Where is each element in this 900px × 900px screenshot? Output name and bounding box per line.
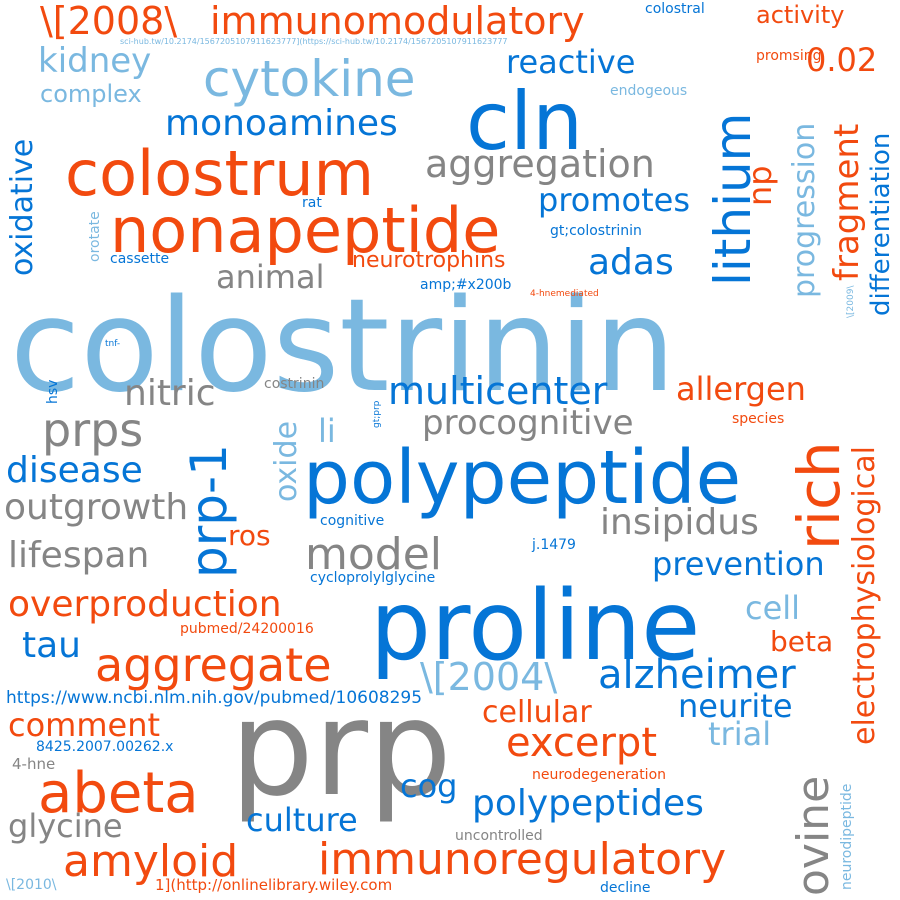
cloud-word: insipidus xyxy=(600,502,759,543)
cloud-word: j.1479 xyxy=(532,537,576,553)
cloud-word: allergen xyxy=(676,370,806,408)
cloud-word: activity xyxy=(756,1,845,29)
cloud-word: costrinin xyxy=(264,376,325,392)
cloud-word: https://www.ncbi.nlm.nih.gov/pubmed/1060… xyxy=(6,688,423,708)
cloud-word: nonapeptide xyxy=(110,194,501,267)
cloud-word: reactive xyxy=(506,43,636,81)
cloud-word: neurotrophins xyxy=(352,248,506,273)
cloud-word: gt;colostrinin xyxy=(550,223,642,239)
cloud-word: sci-hub.tw/10.2174/1567205107911623777](… xyxy=(120,37,508,46)
cloud-word: ros xyxy=(228,519,271,552)
cloud-word: model xyxy=(305,529,443,580)
cloud-word: trial xyxy=(708,715,772,753)
cloud-word: aggregation xyxy=(425,142,655,186)
cloud-word: gt;prp xyxy=(372,400,382,428)
cloud-word: promsing xyxy=(756,48,822,64)
cloud-word: endogeous xyxy=(610,83,688,99)
cloud-word: complex xyxy=(40,80,142,108)
cloud-word: neurodegeneration xyxy=(532,767,667,783)
cloud-word: colostrinin xyxy=(10,272,676,421)
cloud-word: animal xyxy=(216,258,325,296)
cloud-word: prp xyxy=(230,672,452,826)
cloud-word: orotate xyxy=(87,211,103,262)
cloud-word: proline xyxy=(370,570,701,682)
cloud-word: immunomodulatory xyxy=(210,0,585,43)
cloud-word: electrophysiological xyxy=(847,446,882,745)
cloud-word: decline xyxy=(600,880,651,896)
cloud-word: cytokine xyxy=(203,50,416,108)
cloud-word: ovine xyxy=(788,775,839,896)
cloud-word: rat xyxy=(302,195,322,211)
cloud-word: li xyxy=(318,412,336,450)
cloud-word: outgrowth xyxy=(4,487,189,528)
cloud-word: cog xyxy=(400,767,458,805)
cloud-word: lifespan xyxy=(8,535,150,576)
cloud-word: \[2010\ xyxy=(6,877,57,893)
cloud-word: pubmed/24200016 xyxy=(180,621,314,637)
cloud-word: hsv xyxy=(45,379,61,404)
cloud-word: amp;#x200b xyxy=(420,277,512,293)
cloud-word: \[2008\ xyxy=(40,0,178,43)
cloud-word: procognitive xyxy=(422,403,634,443)
cloud-word: adas xyxy=(588,242,674,283)
cloud-word: multicenter xyxy=(388,369,608,413)
cloud-word: \[2004\ xyxy=(420,655,558,699)
cloud-word: beta xyxy=(770,625,834,658)
cloud-word: \[2009\ xyxy=(846,285,856,318)
cloud-word: amyloid xyxy=(63,836,239,887)
cloud-word: np xyxy=(741,165,779,206)
cloud-word: progression xyxy=(787,122,822,298)
cloud-word: cellular xyxy=(482,695,592,730)
cloud-word: prp-1 xyxy=(180,444,238,578)
cloud-word: uncontrolled xyxy=(455,828,543,844)
cloud-word: aggregate xyxy=(95,638,332,692)
cloud-word: prevention xyxy=(652,545,825,583)
cloud-word: cln xyxy=(466,75,583,168)
cloud-word: tnf- xyxy=(105,339,121,349)
cloud-word: promotes xyxy=(538,181,690,219)
cloud-word: neurite xyxy=(678,687,793,725)
cloud-word: 8425.2007.00262.x xyxy=(36,739,174,755)
cloud-word: neurodipeptide xyxy=(839,783,855,890)
cloud-word: monoamines xyxy=(165,103,398,144)
cloud-word: oxidative xyxy=(5,138,40,276)
cloud-word: kidney xyxy=(38,41,152,81)
cloud-word: prps xyxy=(42,403,144,457)
cloud-word: species xyxy=(732,411,785,427)
cloud-word: culture xyxy=(246,801,358,839)
cloud-word: immunoregulatory xyxy=(318,834,727,885)
cloud-word: 1](http://onlinelibrary.wiley.com xyxy=(155,876,393,894)
cloud-word: fragment xyxy=(827,123,867,281)
cloud-word: disease xyxy=(6,450,143,491)
cloud-word: excerpt xyxy=(506,720,657,766)
cloud-word: cassette xyxy=(110,251,170,267)
cloud-word: cycloprolylglycine xyxy=(310,570,436,586)
cloud-word: 4-hne xyxy=(12,755,56,773)
cloud-word: tau xyxy=(22,625,81,666)
cloud-word: comment xyxy=(8,706,161,744)
cloud-word: oxide xyxy=(269,420,304,502)
cloud-word: colostral xyxy=(645,1,705,17)
cloud-word: differentiation xyxy=(866,132,896,316)
cloud-word: glycine xyxy=(8,807,123,845)
cloud-word: polypeptide xyxy=(303,435,742,521)
cloud-word: nitric xyxy=(124,373,216,414)
cloud-word: polypeptides xyxy=(472,783,704,824)
cloud-word: abeta xyxy=(38,761,199,826)
cloud-word: rich xyxy=(785,441,853,550)
cloud-word: alzheimer xyxy=(598,652,796,698)
cloud-word: 4-hnemediated xyxy=(530,289,599,299)
cloud-word: overproduction xyxy=(8,584,282,625)
cloud-word: colostrum xyxy=(65,137,374,210)
cloud-word: cell xyxy=(745,589,801,627)
cloud-word: cognitive xyxy=(320,513,385,529)
cloud-word: 0.02 xyxy=(806,41,878,79)
